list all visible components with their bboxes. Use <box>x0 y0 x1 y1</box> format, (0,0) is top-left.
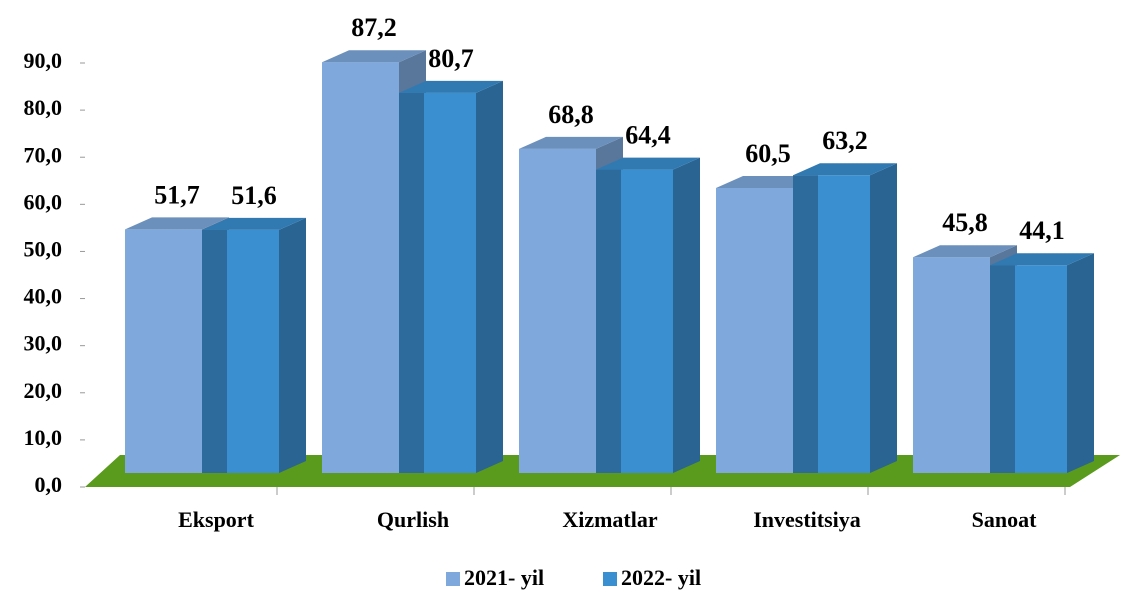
bar-side <box>673 157 700 474</box>
bar-front <box>125 229 202 473</box>
bar-side <box>1067 253 1094 473</box>
bar-front-shadow <box>596 169 621 474</box>
y-tick-label: 90,0 <box>24 48 63 73</box>
legend-label: 2022- yil <box>621 565 701 590</box>
bar-side <box>476 80 503 474</box>
y-tick-label: 20,0 <box>24 378 63 403</box>
bar-top <box>913 245 1017 258</box>
bar-front-shadow <box>793 175 818 473</box>
y-tick-label: 30,0 <box>24 331 63 356</box>
value-label: 63,2 <box>822 126 868 155</box>
bar-front <box>519 148 596 473</box>
x-tick-label: Qurlish <box>377 507 449 532</box>
bar-top <box>202 217 306 230</box>
bar <box>793 163 897 473</box>
bar-front <box>322 62 399 474</box>
bar-front <box>716 187 793 473</box>
bar-top <box>519 136 623 149</box>
bar-front <box>913 257 990 473</box>
value-label: 80,7 <box>428 44 474 73</box>
bar <box>596 157 700 474</box>
bar-top <box>322 50 426 63</box>
legend-label: 2021- yil <box>464 565 544 590</box>
bar-top <box>793 163 897 176</box>
bar-top <box>990 253 1094 266</box>
x-tick-label: Investitsiya <box>753 507 861 532</box>
x-tick-label: Sanoat <box>972 507 1037 532</box>
value-label: 87,2 <box>351 13 397 42</box>
value-label: 64,4 <box>625 121 671 150</box>
legend-swatch <box>603 572 617 586</box>
y-tick-label: 80,0 <box>24 95 63 120</box>
value-label: 45,8 <box>942 208 988 237</box>
value-label: 60,5 <box>745 139 791 168</box>
bar-side <box>870 163 897 473</box>
y-tick-label: 0,0 <box>35 472 63 497</box>
x-tick-label: Eksport <box>178 507 254 532</box>
bar <box>990 253 1094 473</box>
bar-front-shadow <box>990 265 1015 473</box>
value-label: 51,6 <box>231 181 277 210</box>
bar <box>202 217 306 473</box>
value-label: 44,1 <box>1019 216 1065 245</box>
bar-front-shadow <box>202 229 227 473</box>
value-label: 51,7 <box>154 180 200 209</box>
y-tick-label: 10,0 <box>24 425 63 450</box>
bar-top <box>399 80 503 93</box>
y-tick-label: 40,0 <box>24 284 63 309</box>
bar-top <box>596 157 700 170</box>
bar-top <box>125 217 229 230</box>
x-tick-label: Xizmatlar <box>562 507 658 532</box>
bar-side <box>279 217 306 473</box>
legend-swatch <box>446 572 460 586</box>
bar-front-shadow <box>399 92 424 474</box>
value-label: 68,8 <box>548 100 594 129</box>
y-tick-label: 50,0 <box>24 236 63 261</box>
y-tick-label: 70,0 <box>24 142 63 167</box>
y-tick-label: 60,0 <box>24 189 63 214</box>
bar <box>399 80 503 474</box>
